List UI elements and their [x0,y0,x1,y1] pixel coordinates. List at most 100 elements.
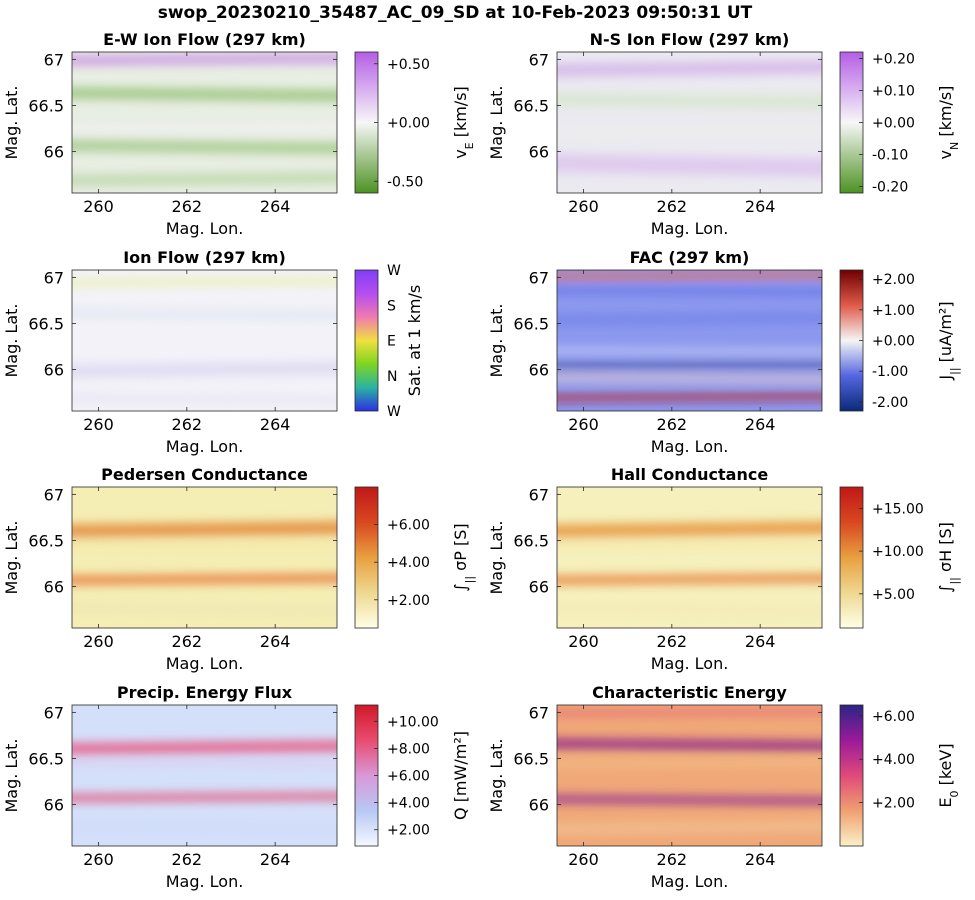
colorbar-tick-label: +6.00 [872,709,915,725]
colorbar-tick-label: -0.20 [872,180,908,196]
heatmap-band [72,172,337,187]
y-tick-label: 66.5 [513,314,549,333]
axes-title: FAC (297 km) [630,248,750,267]
heatmap-field [72,270,337,411]
y-tick-label: 66 [44,796,64,815]
x-tick-label: 262 [172,197,203,216]
heatmap-band [557,541,822,550]
x-tick-label: 262 [172,632,203,651]
heatmap-band [557,287,822,295]
y-tick-label: 66.5 [513,531,549,550]
colorbar-tick-label: +0.50 [387,57,430,73]
panel-3: Ion Flow (297 km) 260 262 264 Mag. Lon. 66 66.… [2,248,424,456]
y-tick-label: 66.5 [28,531,64,550]
heatmap-band [72,820,337,835]
x-axis-label: Mag. Lon. [651,437,729,456]
colorbar-tick-label: +0.00 [872,334,915,350]
colorbar-tick-label: +4.00 [872,752,915,768]
heatmap-band [72,87,337,102]
panel-7: Precip. Energy Flux 260 262 264 Mag. Lon. 66 6… [2,683,470,891]
colorbar-tick-label: +8.00 [387,741,430,757]
axes-title: Characteristic Energy [592,683,787,702]
panel-4: FAC (297 km) 260 262 264 Mag. Lon. 66 66.5 67 Ma… [487,248,961,456]
axes-title: Ion Flow (297 km) [123,248,286,267]
heatmap-band [557,573,822,585]
panels: E-W Ion Flow (297 km) 260 262 264 Mag. Lon. 6… [2,30,961,891]
heatmap-band [557,521,822,538]
colorbar-tick-label: +10.00 [872,544,924,560]
heatmap-band [72,123,337,134]
heatmap-bands [557,271,822,401]
heatmap-bands [557,60,822,177]
colorbar-gradient [354,486,379,629]
y-tick-label: 66 [529,361,549,380]
colorbar-tick-label: -0.10 [872,148,908,164]
x-axis-label: Mag. Lon. [651,219,729,238]
y-tick-label: 66 [529,796,549,815]
x-tick-label: 262 [172,415,203,434]
colorbar: -0.20 -0.10 +0.00 +0.10 +0.20 vN [km/s] [839,51,961,196]
y-tick-label: 67 [529,50,549,69]
heatmap-bands [557,521,822,617]
colorbar-tick-label: +4.00 [387,796,430,812]
y-axis-label: Mag. Lat. [487,303,506,377]
panel-5: Pedersen Conductance 260 262 264 Mag. Lon. 66… [2,465,476,673]
heatmap-band [72,53,337,66]
colorbar-tick-label: +6.00 [387,518,430,534]
x-tick-label: 262 [657,415,688,434]
heatmap-band [72,277,337,287]
x-tick-label: 262 [172,850,203,869]
colorbar-tick-label: +10.00 [387,714,439,730]
axes-title: E-W Ion Flow (297 km) [103,30,306,49]
heatmap-field [557,52,822,193]
colorbar-tick-label: -0.50 [387,174,423,190]
colorbar-tick-label: W [387,404,401,420]
heatmap-band [72,140,337,154]
colorbar-tick-label: -1.00 [872,364,908,380]
axes-title: Precip. Energy Flux [117,683,293,702]
y-axis-label: Mag. Lat. [487,85,506,159]
axes-frame [556,269,823,412]
colorbar-tick-label: +2.00 [872,272,915,288]
y-tick-label: 67 [529,268,549,287]
heatmap-band [72,792,337,802]
heatmap-band [72,573,337,585]
axes-frame [71,704,338,847]
colorbar-tick-label: +0.00 [872,116,915,132]
y-tick-label: 67 [44,268,64,287]
heatmap-field [72,52,337,193]
x-tick-label: 264 [260,415,291,434]
y-axis-label: Mag. Lat. [2,303,21,377]
heatmap-band [557,127,822,139]
colorbar-tick-label: W [387,263,401,279]
y-tick-label: 66.5 [513,749,549,768]
colorbar-label: Sat. at 1 km/s [405,285,424,396]
colorbar-tick-label: N [387,369,397,385]
colorbar-tick-label: +0.20 [872,51,915,67]
heatmap-band [557,348,822,354]
panel-2: N-S Ion Flow (297 km) 260 262 264 Mag. Lon. 6… [487,30,961,238]
y-tick-label: 66.5 [513,96,549,115]
heatmap-background [72,270,337,411]
heatmap-band [557,708,822,716]
colorbar-tick-label: E [387,334,396,350]
axes-title: Hall Conductance [611,465,769,484]
x-tick-label: 264 [260,850,291,869]
colorbar-tick-label: +6.00 [387,769,430,785]
colorbar: +2.00 +4.00 +6.00 +8.00 +10.00 Q [mW/m²] [354,704,470,847]
colorbar: +2.00 +4.00 +6.00 ∫|| σP [S] [354,486,476,629]
heatmap-band [557,271,822,280]
x-tick-label: 262 [657,850,688,869]
axes-frame [556,704,823,847]
heatmap-field [557,705,822,846]
y-tick-label: 66 [44,143,64,162]
y-axis-label: Mag. Lat. [2,85,21,159]
x-tick-label: 264 [745,197,776,216]
heatmap-field [72,705,337,846]
x-tick-label: 264 [745,850,776,869]
x-tick-label: 264 [260,197,291,216]
colorbar-label: ∫|| σP [S] [451,523,476,591]
heatmap-band [557,153,822,177]
x-tick-label: 262 [657,197,688,216]
